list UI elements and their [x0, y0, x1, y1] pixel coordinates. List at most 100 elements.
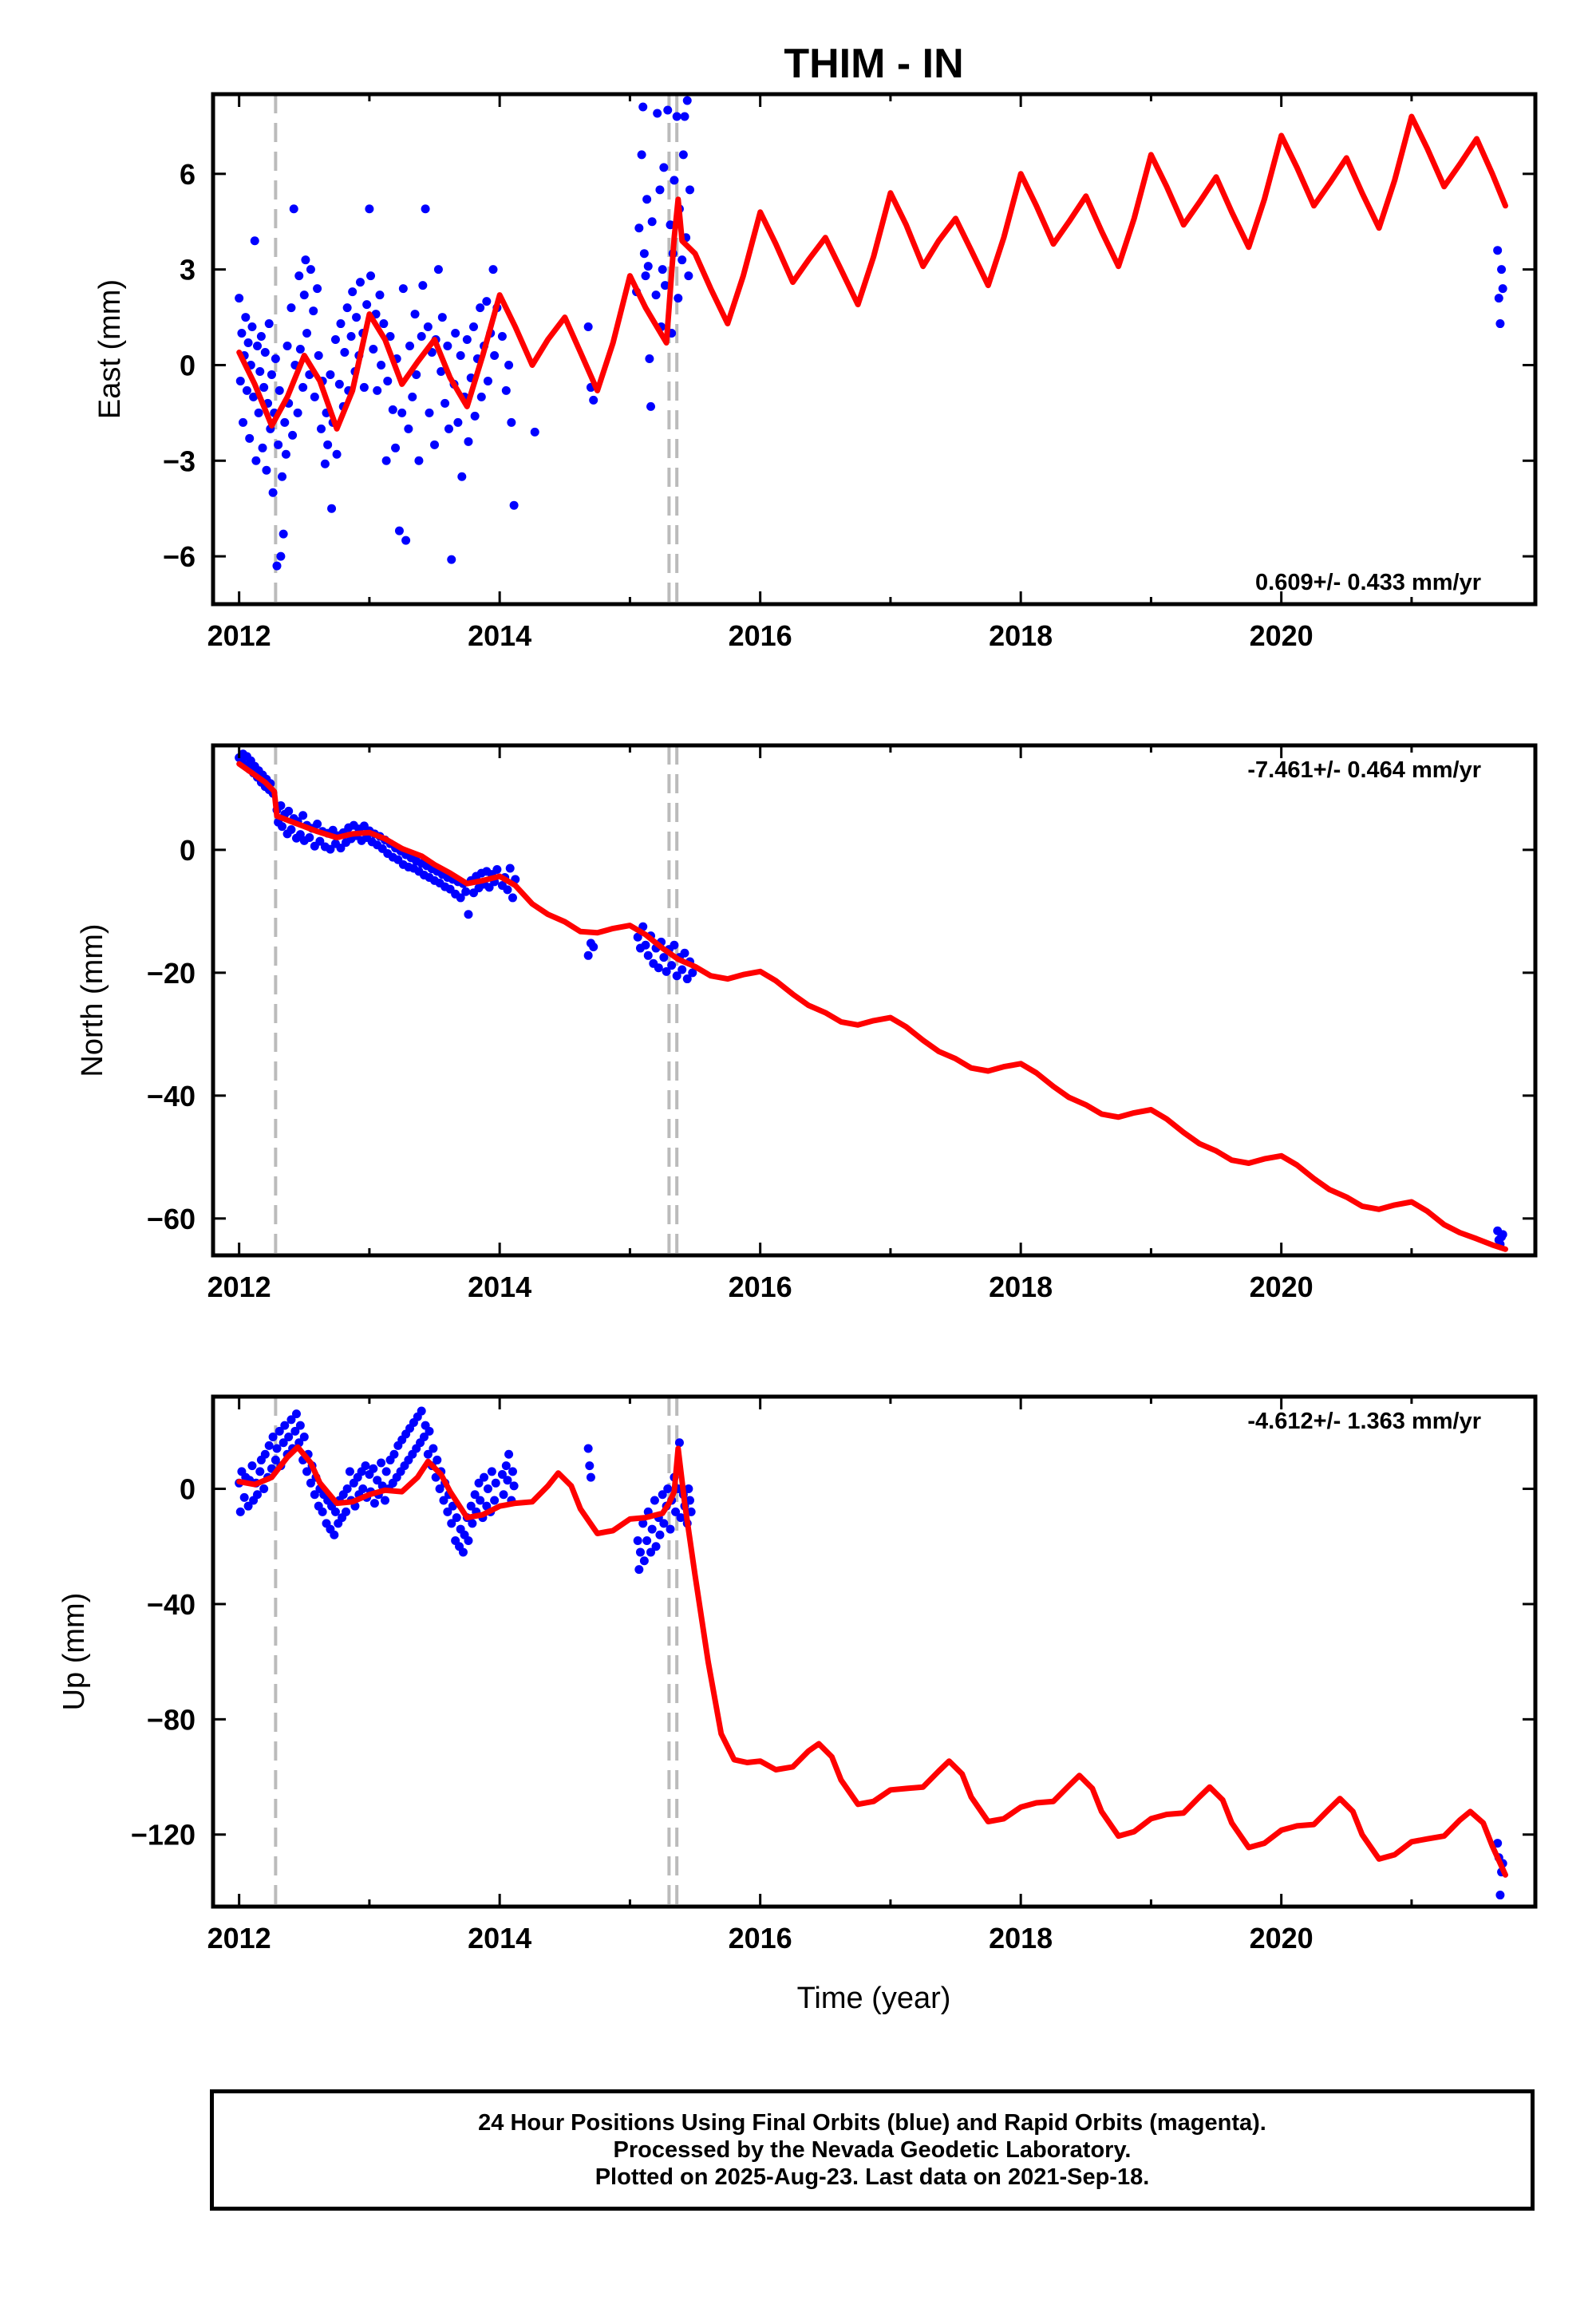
up-data-point — [685, 1496, 694, 1505]
up-data-point — [275, 1426, 284, 1436]
east-data-point — [256, 332, 266, 342]
east-data-point — [301, 255, 310, 265]
up-data-point — [419, 1433, 429, 1442]
east-y-tick-label: 3 — [180, 254, 196, 287]
east-data-point — [658, 265, 667, 275]
east-data-point — [262, 465, 271, 475]
up-data-point — [634, 1565, 644, 1575]
east-data-point — [490, 350, 500, 360]
up-data-point — [638, 1519, 648, 1528]
east-data-point — [634, 223, 644, 233]
up-data-point — [476, 1496, 485, 1505]
east-data-point — [254, 408, 263, 417]
up-data-point — [474, 1478, 484, 1488]
east-data-point — [425, 408, 434, 417]
east-data-point — [456, 350, 465, 360]
east-data-point — [469, 322, 479, 332]
processing-note-line: 24 Hour Positions Using Final Orbits (bl… — [478, 2110, 1266, 2136]
up-data-point — [499, 1490, 508, 1500]
east-data-point — [330, 335, 340, 345]
east-data-point — [309, 306, 318, 316]
up-data-point — [358, 1484, 368, 1494]
up-data-point — [433, 1455, 442, 1464]
up-data-point — [342, 1484, 352, 1494]
north-x-tick-label: 2012 — [207, 1271, 271, 1303]
east-velocity-label: 0.609+/- 0.433 mm/yr — [1255, 570, 1481, 595]
east-data-point — [660, 281, 670, 290]
up-panel: 2012 2014 2016 2018 2020 −120 −80 −40 0 Up (mm) -4… — [57, 1394, 1538, 1954]
east-data-point — [437, 366, 446, 376]
up-data-point — [443, 1507, 452, 1516]
north-data-point — [659, 953, 669, 962]
north-x-tick-label: 2020 — [1250, 1271, 1314, 1303]
east-data-point — [653, 109, 662, 118]
east-data-point — [294, 271, 304, 281]
up-data-point — [369, 1464, 378, 1473]
east-y-axis-label: East (mm) — [93, 279, 127, 419]
up-data-point — [586, 1472, 595, 1482]
up-data-point — [439, 1496, 448, 1505]
up-data-point — [504, 1449, 514, 1459]
east-y-tick-label: −6 — [163, 540, 196, 573]
up-data-point — [497, 1469, 507, 1479]
up-data-point — [330, 1530, 339, 1539]
east-data-point — [659, 163, 669, 172]
up-data-point — [435, 1484, 444, 1494]
east-data-point — [1495, 319, 1505, 329]
east-data-point — [404, 424, 413, 433]
east-data-point — [366, 271, 376, 281]
north-data-point — [464, 910, 473, 919]
up-data-point — [302, 1467, 312, 1476]
east-data-point — [530, 427, 539, 437]
east-data-point — [663, 105, 673, 115]
up-data-point — [272, 1444, 282, 1453]
east-data-point — [639, 249, 649, 259]
east-data-point — [464, 437, 473, 446]
up-data-point — [585, 1461, 595, 1471]
east-data-point — [280, 417, 290, 427]
east-data-point — [369, 345, 378, 354]
east-data-point — [501, 385, 511, 395]
east-x-tick-label: 2012 — [207, 619, 271, 652]
east-data-point — [298, 382, 308, 392]
north-data-point — [328, 825, 338, 835]
up-data-point — [452, 1513, 461, 1523]
north-data-point — [326, 844, 335, 854]
east-data-point — [365, 204, 374, 214]
figure-title: THIM - IN — [784, 41, 963, 87]
up-data-point — [1493, 1839, 1503, 1848]
east-data-point — [383, 376, 393, 385]
east-x-tick-label: 2014 — [468, 619, 531, 652]
east-data-point — [320, 459, 330, 468]
north-data-point — [678, 965, 687, 974]
east-data-point — [247, 322, 257, 332]
up-y-axis-label: Up (mm) — [57, 1593, 91, 1711]
up-x-tick-label: 2016 — [729, 1922, 792, 1954]
east-data-point — [362, 300, 372, 310]
up-data-point — [490, 1496, 500, 1505]
up-data-point — [468, 1519, 477, 1528]
east-data-point — [306, 265, 315, 275]
east-data-point — [377, 360, 386, 370]
east-data-point — [457, 472, 467, 481]
up-data-point — [259, 1484, 269, 1494]
east-data-point — [332, 449, 342, 459]
up-data-point — [342, 1507, 351, 1516]
up-data-point — [299, 1433, 309, 1442]
up-y-tick-label: −120 — [131, 1819, 196, 1852]
east-data-point — [355, 278, 365, 287]
up-data-point — [268, 1433, 278, 1442]
up-data-point — [377, 1458, 386, 1468]
east-data-point — [302, 329, 312, 338]
east-data-point — [326, 370, 335, 379]
east-data-point — [443, 342, 452, 351]
east-data-point — [235, 294, 244, 303]
east-y-tick-label: −3 — [163, 445, 196, 477]
east-data-point — [678, 255, 687, 265]
east-data-point — [272, 561, 282, 571]
north-data-point — [680, 948, 689, 958]
east-data-point — [421, 204, 430, 214]
north-data-point — [667, 961, 677, 970]
up-data-point — [279, 1438, 288, 1448]
up-data-point — [501, 1461, 511, 1471]
